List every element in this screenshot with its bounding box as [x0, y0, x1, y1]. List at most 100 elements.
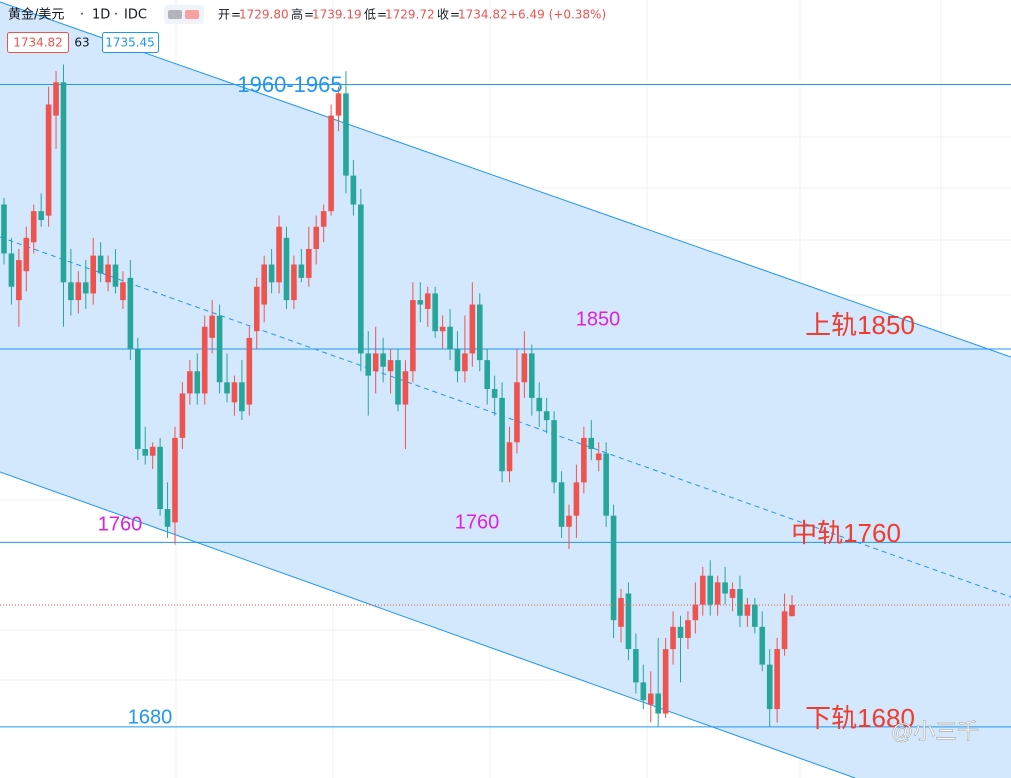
ohlc-value: 1729.80 — [239, 8, 289, 22]
candle-body — [380, 353, 386, 367]
candle-body — [172, 437, 178, 523]
candle-body — [640, 682, 647, 701]
channel-middle — [0, 236, 1011, 598]
compare-button[interactable] — [164, 5, 204, 24]
candle-body — [261, 264, 267, 305]
candle-body — [187, 371, 193, 394]
candle-body — [135, 348, 141, 450]
candle-body — [358, 204, 364, 354]
source: IDC — [124, 8, 147, 23]
candle-body — [714, 582, 721, 605]
candle-body — [699, 575, 706, 605]
candle-body — [603, 453, 609, 516]
candle-body — [276, 226, 282, 283]
annotation: 1760 — [98, 513, 143, 535]
candle-body — [447, 326, 453, 349]
candle-body — [543, 411, 550, 421]
candle-body — [670, 626, 676, 650]
separator: · — [114, 8, 118, 23]
candle-body — [536, 397, 543, 412]
candle-body — [529, 353, 535, 398]
candle-body — [484, 360, 491, 389]
candle-body — [588, 437, 595, 450]
separator: · — [80, 8, 84, 23]
candle-body — [209, 315, 215, 338]
candle-body — [365, 353, 372, 376]
candle-body — [469, 304, 476, 354]
candle-body — [439, 326, 446, 332]
ohlc-eq: = — [450, 8, 460, 22]
candle-body — [127, 277, 134, 349]
candle-body — [90, 255, 97, 294]
candle-body — [677, 626, 684, 638]
annotation: 1760 — [455, 511, 500, 533]
candle-body — [729, 589, 736, 598]
candle-body — [305, 248, 312, 278]
ask-box[interactable] — [102, 32, 159, 53]
candle-body — [120, 282, 126, 301]
candle-body — [112, 264, 119, 287]
candle-body — [38, 211, 44, 221]
candle-body — [1, 204, 7, 254]
candle-body — [157, 446, 163, 510]
annotation: 中轨1760 — [791, 518, 901, 548]
bid-box[interactable] — [7, 32, 69, 53]
spread: 63 — [74, 36, 89, 50]
candle-body — [737, 589, 743, 616]
candle-body — [766, 664, 773, 710]
candle-body — [581, 437, 587, 483]
candle-body — [75, 282, 82, 301]
candle-body — [8, 253, 15, 287]
candle-body — [633, 649, 639, 683]
candle-body — [298, 264, 305, 278]
candle-body — [320, 211, 327, 227]
candle-body — [610, 515, 617, 621]
ohlc: 开 =1729.80 高 =1739.19 低 =1729.72 收 =1734.82 — [218, 7, 508, 22]
candle-body — [573, 482, 580, 516]
annotation: 1960-1965 — [237, 72, 342, 97]
candle-body — [692, 604, 699, 621]
icon — [185, 10, 199, 19]
candle-body — [774, 649, 780, 710]
ohlc-eq: = — [231, 8, 241, 22]
candle-body — [417, 300, 424, 305]
candle-body — [707, 575, 714, 605]
candle-body — [239, 382, 245, 412]
candle-body — [68, 282, 74, 301]
annotation: 1850 — [576, 308, 621, 330]
candle-body — [45, 104, 52, 216]
candle-body — [595, 453, 602, 461]
interval: 1D — [92, 8, 110, 23]
candle-body — [201, 326, 208, 394]
ohlc-label: 收 — [437, 8, 449, 22]
candle-body — [372, 353, 379, 372]
ohlc-label: 低 — [364, 8, 376, 22]
candle-body — [313, 226, 320, 249]
annotations: 1960-1965 1850 上轨1850 1760 1760 中轨1760 1680 下轨1… — [98, 72, 915, 733]
candle-body — [781, 611, 788, 650]
candle-body — [105, 264, 111, 283]
candle-body — [53, 82, 59, 116]
ohlc-label: 开 — [218, 8, 230, 22]
ask: 1735.45 — [105, 36, 155, 50]
candle-body — [410, 300, 416, 372]
candle-body — [476, 304, 483, 361]
change: +6.49 (+0.38%) — [508, 8, 606, 22]
candle-body — [164, 509, 171, 527]
candles — [0, 64, 1011, 727]
header: 黄金/美元 · 1D · IDC 开 =1729.80 高 =1739.19 低 =172… — [7, 5, 606, 53]
candle-body — [216, 315, 223, 383]
candle-body — [224, 382, 230, 394]
candle-body — [268, 264, 275, 283]
candle-body — [424, 293, 431, 309]
icon — [168, 10, 182, 19]
ohlc-label: 高 — [291, 7, 303, 22]
candle-body — [97, 255, 104, 274]
candle-body — [179, 393, 186, 438]
annotation: 下轨1680 — [805, 703, 915, 733]
candle-body — [789, 605, 795, 617]
candle-body — [662, 649, 669, 714]
ohlc-eq: = — [377, 8, 387, 22]
